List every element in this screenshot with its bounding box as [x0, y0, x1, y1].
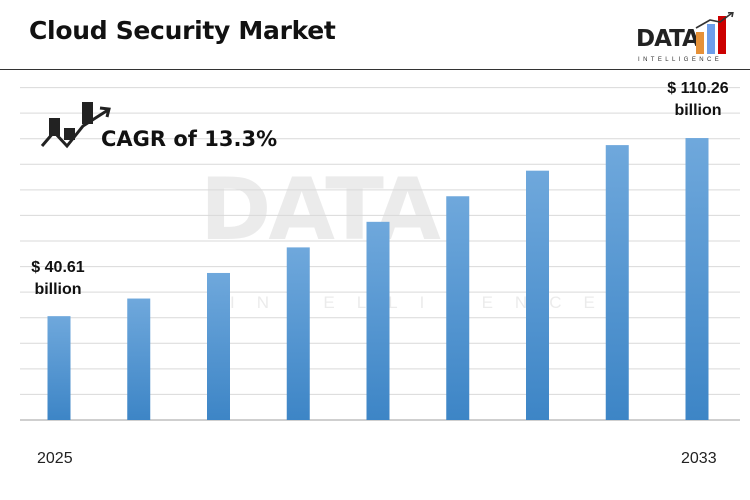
- bars: [47, 138, 709, 420]
- x-tick-label-first: 2025: [37, 450, 73, 467]
- data-label-first-value: $ 40.61: [31, 259, 85, 276]
- bar-2031: [526, 170, 549, 420]
- logo-bars-icon: [695, 12, 734, 54]
- data-label-first-unit: billion: [34, 281, 82, 298]
- logo-subtext: INTELLIGENCE: [638, 57, 723, 63]
- data-label-last-unit: billion: [674, 102, 722, 119]
- brand-logo: DATA INTELLIGENCE: [636, 12, 736, 68]
- bar-2028: [286, 247, 310, 420]
- cagr-label: CAGR of 13.3%: [101, 127, 278, 151]
- page-title: Cloud Security Market: [29, 16, 336, 45]
- data-label-first: $ 40.61 billion: [16, 257, 100, 301]
- data-label-last: $ 110.26 billion: [660, 78, 736, 122]
- bar-2032: [605, 145, 629, 420]
- data-label-last-value: $ 110.26: [667, 80, 729, 97]
- bar-2026: [127, 298, 151, 420]
- logo-text: DATA: [636, 26, 700, 52]
- bar-2033: [685, 138, 709, 420]
- growth-chart-icon: [40, 102, 111, 149]
- x-tick-label-last: 2033: [681, 450, 717, 467]
- bar-2030: [446, 196, 470, 420]
- bar-2027: [207, 272, 230, 420]
- bar-2025: [47, 316, 71, 420]
- bar-2029: [366, 221, 390, 420]
- header-divider: [0, 69, 750, 70]
